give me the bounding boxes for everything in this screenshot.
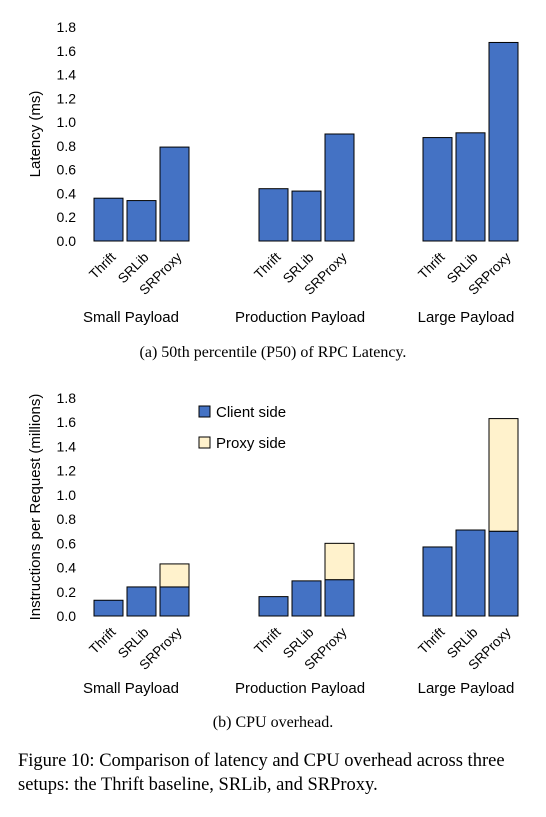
bar-client (488, 41, 519, 242)
category-label: Thrift (251, 624, 284, 657)
category-label: Thrift (251, 249, 284, 282)
chart-caption: (b) CPU overhead. (213, 714, 333, 731)
category-label: Thrift (86, 249, 119, 282)
bar-client (159, 146, 190, 242)
chart-caption: (a) 50th percentile (P50) of RPC Latency… (140, 344, 407, 361)
bar-client (455, 132, 486, 242)
y-tick-label: 1.8 (57, 19, 77, 35)
y-tick-label: 0.6 (57, 162, 77, 178)
group-label: Production Payload (235, 680, 365, 697)
y-axis-label: Latency (ms) (27, 91, 44, 178)
y-tick-label: 1.2 (57, 463, 77, 479)
bar-client (126, 200, 157, 242)
group-label: Large Payload (418, 309, 515, 326)
y-tick-label: 1.4 (57, 67, 77, 83)
group-label: Large Payload (418, 680, 515, 697)
category-label: Thrift (86, 624, 119, 657)
bar-client (422, 546, 453, 617)
group-label: Small Payload (83, 680, 179, 697)
figure-charts: 0.0 0.2 0.4 0.6 0.8 1.0 1.2 1.4 1.6 1.8 Latency (m… (27, 19, 519, 731)
group-label: Production Payload (235, 309, 365, 326)
bar-client (258, 596, 289, 617)
y-tick-label: 1.0 (57, 487, 77, 503)
bar-client (93, 197, 124, 242)
bar-client (422, 137, 453, 242)
y-tick-label: 1.4 (57, 438, 77, 454)
legend-swatch (198, 436, 211, 449)
category-label: Thrift (415, 249, 448, 282)
y-tick-label: 0.8 (57, 511, 77, 527)
y-tick-label: 0.2 (57, 209, 77, 225)
bar-client (324, 579, 355, 617)
y-axis-label: Instructions per Request (millions) (27, 394, 44, 621)
legend-swatch (198, 405, 211, 418)
y-tick-label: 0.6 (57, 535, 77, 551)
y-tick-label: 0.0 (57, 233, 77, 249)
category-label: Thrift (415, 624, 448, 657)
bar-client (324, 133, 355, 242)
y-tick-label: 1.8 (57, 390, 77, 406)
y-tick-label: 1.6 (57, 414, 77, 430)
bar-proxy (159, 563, 190, 588)
bar-client (93, 599, 124, 617)
bar-client (455, 529, 486, 617)
y-tick-label: 1.2 (57, 90, 77, 106)
y-tick-label: 0.4 (57, 185, 77, 201)
figure-caption: Figure 10: Comparison of latency and CPU… (18, 751, 505, 795)
group-label: Small Payload (83, 309, 179, 326)
bar-client (126, 586, 157, 617)
bar-proxy (488, 418, 519, 532)
y-tick-label: 0.2 (57, 584, 77, 600)
bar-client (258, 188, 289, 242)
y-tick-label: 0.4 (57, 560, 77, 576)
legend-label: Client side (216, 404, 286, 421)
bar-client (159, 586, 190, 617)
y-tick-label: 1.6 (57, 43, 77, 59)
y-tick-label: 1.0 (57, 114, 77, 130)
y-tick-label: 0.0 (57, 608, 77, 624)
bar-proxy (324, 542, 355, 581)
bar-client (291, 190, 322, 242)
y-tick-label: 0.8 (57, 138, 77, 154)
legend-label: Proxy side (216, 435, 286, 452)
bar-client (291, 580, 322, 617)
bar-client (488, 530, 519, 617)
